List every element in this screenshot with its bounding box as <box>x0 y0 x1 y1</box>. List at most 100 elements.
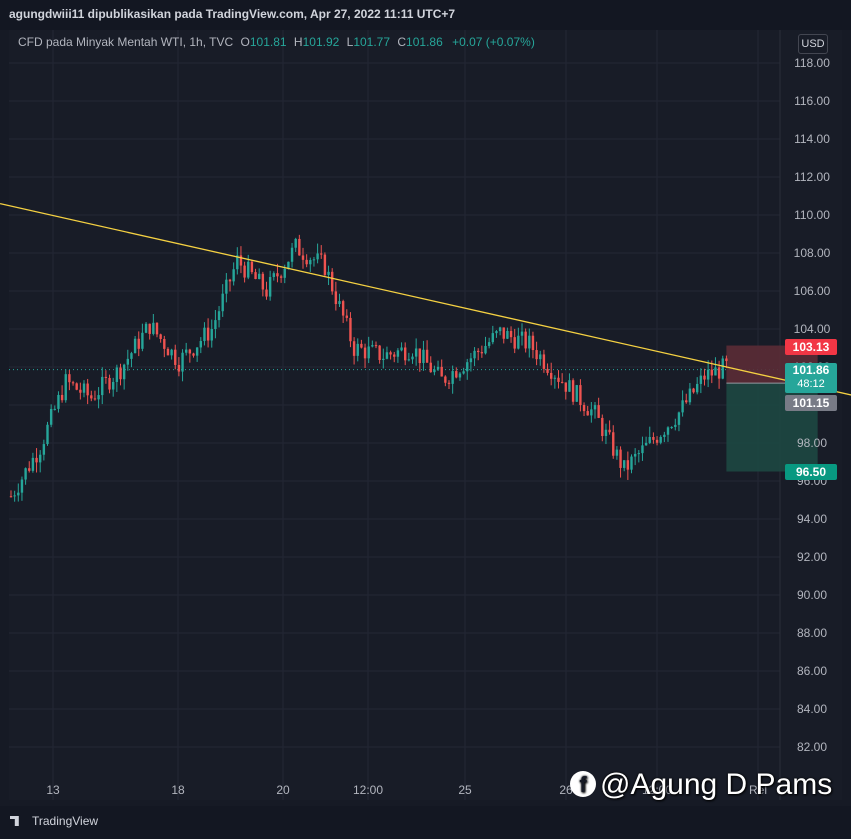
candle-body <box>688 388 692 403</box>
publisher-info: agungdwiii11 dipublikasikan pada Trading… <box>9 7 456 21</box>
candle-body <box>174 349 177 365</box>
candle-body <box>236 255 239 270</box>
symbol-legend: CFD pada Minyak Mentah WTI, 1h, TVC O101… <box>18 35 535 49</box>
candle-body <box>17 492 20 496</box>
candle-body <box>685 400 688 403</box>
candle-body <box>487 342 491 346</box>
candle-body <box>101 376 104 396</box>
candle-body <box>79 389 82 393</box>
candle-body <box>181 352 184 372</box>
candle-body <box>221 293 224 312</box>
candle-body <box>491 333 494 343</box>
candle-body <box>703 375 706 380</box>
candle-body <box>674 424 677 427</box>
candle-body <box>553 377 557 379</box>
candle-body <box>195 347 199 356</box>
candle-body <box>356 343 359 356</box>
candle-body <box>225 279 228 294</box>
candle-body <box>261 273 265 290</box>
candle-body <box>425 349 429 363</box>
candle-body <box>374 345 378 347</box>
candles[interactable] <box>9 234 728 502</box>
price-axis[interactable]: 118.00 116.00 114.00 112.00 110.00 108.00 106.… <box>794 56 831 754</box>
top-bar <box>0 0 851 30</box>
candle-body <box>214 320 217 330</box>
time-tick-label: 12:00 <box>642 783 672 797</box>
time-tick-label: Rel <box>749 783 767 797</box>
candle-body <box>400 347 403 351</box>
candle-body <box>312 259 316 261</box>
chart-area[interactable] <box>9 30 842 800</box>
candle-body <box>290 247 294 262</box>
candle-body <box>352 341 356 356</box>
candle-body <box>557 377 560 382</box>
candle-body <box>612 432 615 456</box>
candle-body <box>440 366 443 377</box>
candle-body <box>575 385 578 402</box>
candle-body <box>696 383 699 393</box>
price-tick-label: 114.00 <box>794 132 830 146</box>
candle-body <box>604 429 608 437</box>
candle-body <box>265 289 268 297</box>
candle-body <box>473 350 476 359</box>
trendline <box>0 202 851 396</box>
candle-body <box>309 260 312 265</box>
price-tick-label: 94.00 <box>797 512 827 526</box>
candle-body <box>498 327 502 332</box>
candle-body <box>68 374 71 383</box>
candle-body <box>550 372 553 379</box>
candle-body <box>666 427 670 435</box>
candle-body <box>677 412 681 425</box>
candle-body <box>652 436 655 440</box>
candle-body <box>593 405 597 410</box>
candle-body <box>458 373 462 378</box>
candle-body <box>535 350 538 360</box>
trendline-group[interactable] <box>0 202 851 409</box>
candle-body <box>469 358 473 363</box>
time-tick-label: 26 <box>559 783 573 797</box>
symbol-name[interactable]: CFD pada Minyak Mentah WTI, 1h, TVC <box>18 35 234 49</box>
candle-body <box>268 277 272 297</box>
candle-body <box>670 426 673 428</box>
currency-button[interactable]: USD <box>798 34 828 54</box>
candle-body <box>250 261 254 273</box>
candle-body <box>345 315 348 318</box>
tradingview-logo[interactable]: TradingView <box>10 814 98 828</box>
candle-body <box>57 394 60 409</box>
entry-price-tag: 101.15 <box>785 395 837 411</box>
candle-body <box>655 439 659 443</box>
candle-body <box>298 238 301 256</box>
price-tick-label: 90.00 <box>797 588 827 602</box>
candle-body <box>385 352 389 359</box>
candle-body <box>93 398 97 400</box>
time-axis[interactable]: 13 18 20 12:00 25 26 12:00 Rel <box>46 783 767 797</box>
candle-body <box>706 369 710 380</box>
candle-body <box>586 411 589 416</box>
price-tick-label: 104.00 <box>794 322 831 336</box>
candle-body <box>323 254 327 275</box>
candle-body <box>630 456 633 470</box>
candle-body <box>316 253 319 260</box>
candle-body <box>564 382 567 392</box>
candle-body <box>480 352 484 354</box>
candle-body <box>367 346 370 359</box>
candle-body <box>619 449 622 468</box>
candle-body <box>112 381 115 390</box>
candle-body <box>513 337 516 349</box>
candle-body <box>294 238 297 248</box>
candle-body <box>279 276 283 278</box>
candle-body <box>24 468 27 480</box>
candle-body <box>506 330 509 339</box>
time-tick-label: 13 <box>46 783 60 797</box>
candle-body <box>126 358 129 365</box>
candle-body <box>608 429 611 433</box>
candle-body <box>155 322 159 335</box>
candle-body <box>104 376 108 378</box>
candle-body <box>531 335 535 351</box>
price-tick-label: 106.00 <box>794 284 831 298</box>
candle-body <box>148 323 151 334</box>
candle-body <box>466 362 469 372</box>
candle-body <box>239 255 243 266</box>
candle-body <box>115 367 119 382</box>
